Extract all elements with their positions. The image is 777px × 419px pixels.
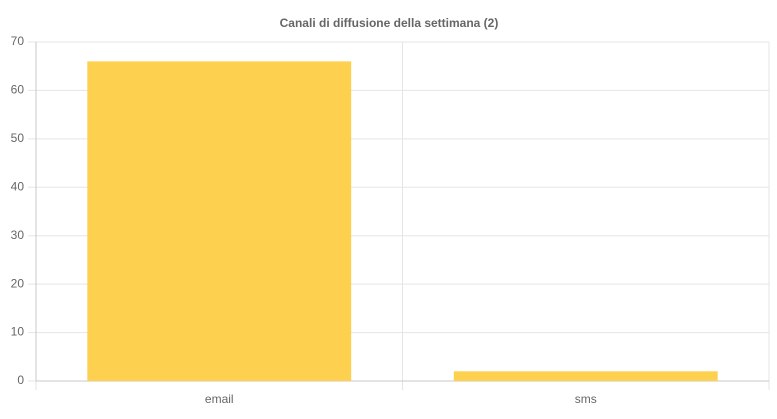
y-tick-label: 20 — [11, 276, 25, 290]
y-tick-label: 30 — [11, 228, 25, 242]
y-tick-label: 40 — [11, 179, 25, 193]
y-tick-label: 10 — [11, 325, 25, 339]
y-tick-label: 0 — [17, 373, 24, 387]
bar — [453, 371, 718, 381]
y-tick-label: 70 — [11, 34, 25, 48]
y-tick-label: 60 — [11, 83, 25, 97]
y-tick-label: 50 — [11, 131, 25, 145]
x-tick-label: sms — [575, 392, 597, 406]
x-tick-label: email — [205, 392, 234, 406]
chart-title: Canali di diffusione della settimana (2) — [280, 16, 499, 30]
bar — [87, 61, 352, 381]
